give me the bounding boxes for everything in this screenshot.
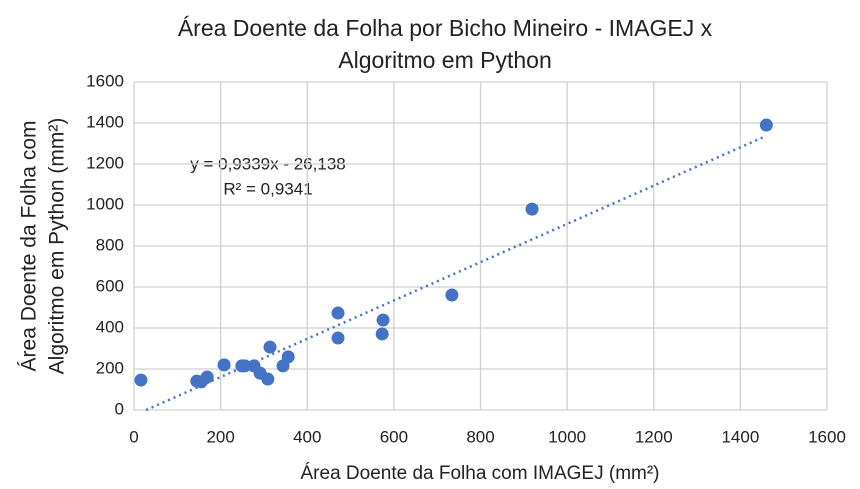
x-tick-label: 1400 [721, 427, 759, 446]
y-tick-label: 400 [96, 317, 124, 336]
r-squared: R² = 0,9341 [223, 179, 312, 198]
trendline [145, 134, 767, 412]
point [217, 358, 231, 372]
point [263, 340, 277, 354]
x-tick-label: 1200 [635, 427, 673, 446]
x-tick-label: 600 [380, 427, 408, 446]
point [134, 373, 148, 387]
x-tick-label: 1000 [548, 427, 586, 446]
point [759, 118, 773, 132]
chart-title: Algoritmo em Python [338, 47, 551, 73]
x-tick-label: 400 [293, 427, 321, 446]
point [261, 372, 275, 386]
point [375, 327, 389, 341]
y-tick-label: 1000 [86, 194, 124, 213]
point [281, 350, 295, 364]
y-tick-label: 600 [96, 276, 124, 295]
point [445, 288, 459, 302]
y-tick-label: 0 [115, 399, 124, 418]
y-tick-label: 800 [96, 235, 124, 254]
y-axis-label: Área Doente da Folha com [18, 121, 41, 372]
x-tick-label: 0 [129, 427, 138, 446]
y-tick-label: 1200 [86, 153, 124, 172]
point [238, 359, 252, 373]
point [331, 306, 345, 320]
chart-title: Área Doente da Folha por Bicho Mineiro -… [178, 15, 713, 41]
x-tick-label: 200 [206, 427, 234, 446]
x-tick-label: 800 [466, 427, 494, 446]
point [200, 370, 214, 384]
point [331, 331, 345, 345]
y-axis-label: Algoritmo em Python (mm²) [46, 118, 69, 375]
y-tick-label: 1600 [86, 71, 124, 90]
x-tick-label: 1600 [808, 427, 846, 446]
y-tick-label: 200 [96, 358, 124, 377]
x-axis-label: Área Doente da Folha com IMAGEJ (mm²) [301, 463, 660, 484]
point [525, 202, 539, 216]
y-tick-label: 1400 [86, 112, 124, 131]
point [376, 313, 390, 327]
